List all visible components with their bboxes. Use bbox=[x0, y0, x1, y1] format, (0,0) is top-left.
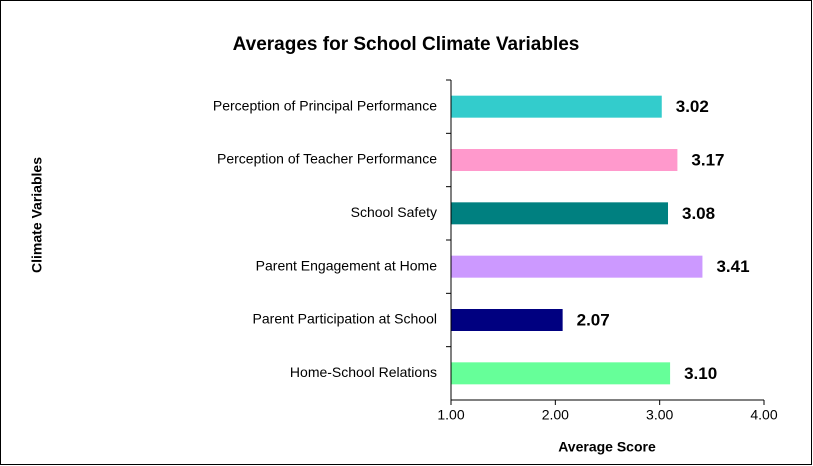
value-label: 3.02 bbox=[676, 97, 709, 116]
x-axis-label: Average Score bbox=[558, 439, 656, 455]
x-tick-label: 3.00 bbox=[646, 407, 673, 423]
bar bbox=[451, 255, 703, 278]
chart-title: Averages for School Climate Variables bbox=[233, 34, 580, 55]
y-tick-label: Home-School Relations bbox=[290, 364, 437, 380]
y-tick-label: Perception of Teacher Performance bbox=[217, 151, 437, 167]
value-label: 3.17 bbox=[691, 150, 724, 169]
bar bbox=[451, 149, 678, 171]
bar bbox=[451, 309, 563, 331]
bar bbox=[451, 95, 662, 118]
y-axis-label: Climate Variables bbox=[29, 157, 45, 273]
y-tick-label: School Safety bbox=[351, 204, 437, 220]
bar bbox=[451, 362, 671, 385]
bar bbox=[451, 202, 669, 225]
value-label: 3.41 bbox=[716, 257, 749, 276]
y-tick-label: Parent Participation at School bbox=[253, 311, 437, 327]
value-label: 3.08 bbox=[682, 204, 715, 223]
x-tick-label: 1.00 bbox=[437, 407, 464, 423]
value-label: 2.07 bbox=[577, 310, 610, 329]
x-tick-label: 4.00 bbox=[750, 407, 777, 423]
y-tick-label: Perception of Principal Performance bbox=[213, 97, 437, 113]
x-tick-label: 2.00 bbox=[542, 407, 569, 423]
value-label: 3.10 bbox=[684, 364, 717, 383]
y-tick-label: Parent Engagement at Home bbox=[256, 257, 438, 273]
